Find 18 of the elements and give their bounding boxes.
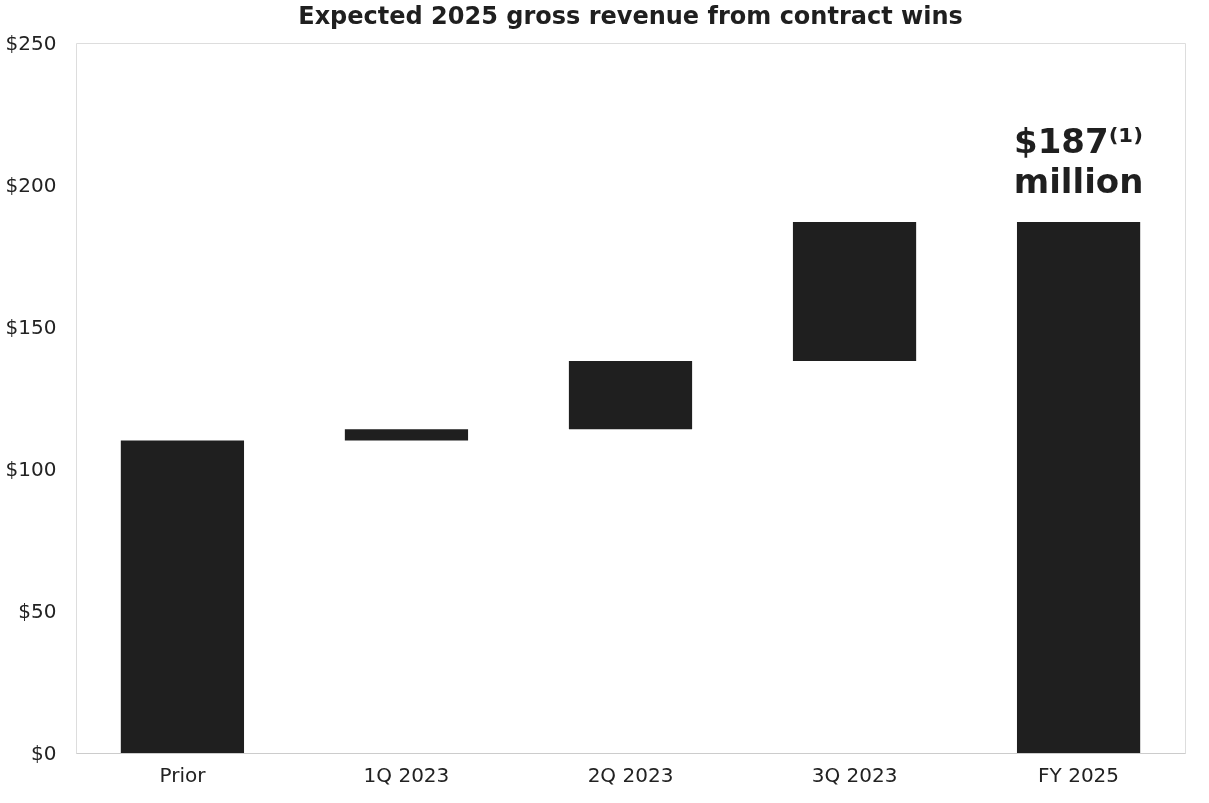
x-tick-label: Prior xyxy=(159,762,207,787)
x-tick-label: 1Q 2023 xyxy=(363,762,450,787)
y-tick-label: $0 xyxy=(31,740,57,765)
x-tick-label: 3Q 2023 xyxy=(811,762,898,787)
bar xyxy=(1016,221,1141,753)
x-tick-label: 2Q 2023 xyxy=(587,762,674,787)
bar xyxy=(344,429,469,441)
y-tick-label: $200 xyxy=(5,172,57,197)
bar xyxy=(120,440,245,753)
chart-title: Expected 2025 gross revenue from contract wins xyxy=(298,2,963,30)
annotation: $187⁽¹⁾ million xyxy=(1013,120,1144,201)
y-tick-label: $150 xyxy=(5,314,57,339)
bar xyxy=(792,221,917,362)
bar xyxy=(568,361,693,430)
y-tick-label: $250 xyxy=(5,30,57,55)
y-tick-label: $50 xyxy=(18,598,57,623)
x-tick-label: FY 2025 xyxy=(1038,762,1120,787)
y-tick-label: $100 xyxy=(5,456,57,481)
